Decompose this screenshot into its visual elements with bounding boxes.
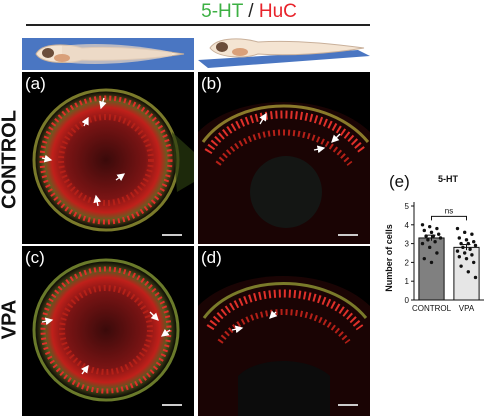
chart-y-tick-label: 3	[405, 240, 410, 249]
arrow-d1	[231, 325, 244, 334]
micrograph-vpa-lateral: (c)	[22, 246, 194, 416]
panel-label-d: (d)	[201, 248, 222, 267]
chart-data-point	[437, 232, 441, 236]
chart-data-point	[466, 241, 470, 246]
chart-data-point	[420, 223, 425, 227]
chart-y-tick-label: 5	[405, 202, 410, 211]
chart-data-point	[422, 228, 426, 233]
chart-data-point	[463, 251, 467, 255]
figure-title: 5-HT / HuC	[88, 0, 410, 24]
arrow-b2	[331, 133, 341, 143]
title-marker-5ht: 5-HT	[201, 1, 244, 22]
chart-data-point	[457, 255, 461, 259]
larva-schematic-lateral	[22, 32, 194, 70]
chart-data-point	[420, 241, 425, 246]
chart-data-point	[455, 226, 460, 231]
arrow-b1	[259, 112, 267, 125]
chart-data-point	[472, 260, 476, 265]
chart-significance-bracket	[431, 215, 467, 221]
chart-significance-label: ns	[445, 206, 453, 215]
chart-y-tick-label: 1	[405, 277, 410, 286]
chart-data-point	[428, 245, 432, 250]
chart-x-tick-label: VPA	[459, 304, 475, 313]
chart-data-point	[464, 256, 469, 261]
chart-data-point	[426, 238, 430, 242]
title-underline	[26, 24, 370, 26]
chart-bar-vpa	[453, 246, 480, 301]
arrow-a1	[99, 97, 107, 110]
chart-data-point	[468, 247, 472, 251]
micrograph-control-dorsal: (b)	[198, 72, 370, 244]
chart-data-point	[461, 245, 465, 250]
arrow-a3	[41, 154, 53, 163]
chart-data-point	[433, 240, 437, 244]
arrow-b3	[313, 145, 326, 154]
chart-data-point	[459, 241, 463, 246]
chart-data-point	[422, 256, 426, 261]
chart-data-point	[438, 236, 443, 240]
arrow-d2	[269, 310, 278, 319]
chart-y-tick-label: 2	[405, 258, 410, 267]
chart-data-point	[429, 260, 434, 265]
chart-x-tick-label: CONTROL	[412, 304, 452, 313]
panel-label-e: (e)	[389, 172, 410, 191]
chart-data-point	[470, 232, 474, 236]
chart-data-point	[459, 264, 463, 268]
chart-data-point	[464, 238, 469, 242]
panel-label-b: (b)	[201, 74, 222, 93]
chart-data-point	[428, 224, 432, 229]
panel-label-c: (c)	[25, 248, 45, 267]
arrow-a5	[93, 194, 102, 207]
chart-y-tick-label: 0	[405, 296, 410, 305]
chart-data-point	[470, 253, 474, 257]
chart-data-point	[472, 240, 476, 244]
chart-data-point	[431, 234, 435, 238]
chart-bar-control	[418, 237, 445, 301]
chart-data-point	[466, 270, 470, 274]
chart-data-point	[424, 234, 428, 238]
chart-data-point	[455, 249, 460, 253]
chart-data-point	[473, 275, 478, 280]
chart-data-point	[457, 236, 461, 240]
larva-schematic-dorsal	[198, 32, 370, 70]
arrow-c4	[80, 364, 89, 375]
arrow-c3	[160, 328, 171, 337]
chart-data-point	[429, 230, 434, 235]
micrograph-vpa-dorsal: (d)	[198, 246, 370, 416]
chart-data-point	[435, 251, 439, 255]
chart-data-point	[473, 243, 478, 248]
title-marker-huc: HuC	[258, 1, 297, 22]
arrow-a2	[81, 116, 89, 127]
chart-data-point	[463, 230, 467, 235]
arrow-c2	[149, 311, 159, 321]
title-separator: /	[243, 1, 259, 22]
bar-chart-5ht: 5-HT Number of cells 0 1 2 3 4 5 CONTROL VPA ns	[384, 174, 484, 313]
arrow-a4	[115, 173, 126, 182]
chart-y-axis-label: Number of cells	[384, 224, 394, 292]
chart-y-tick-label: 4	[405, 221, 410, 230]
arrow-c1	[41, 317, 54, 326]
panel-label-a: (a)	[25, 74, 46, 93]
chart-title: 5-HT	[438, 174, 459, 184]
chart-data-point	[435, 226, 439, 231]
